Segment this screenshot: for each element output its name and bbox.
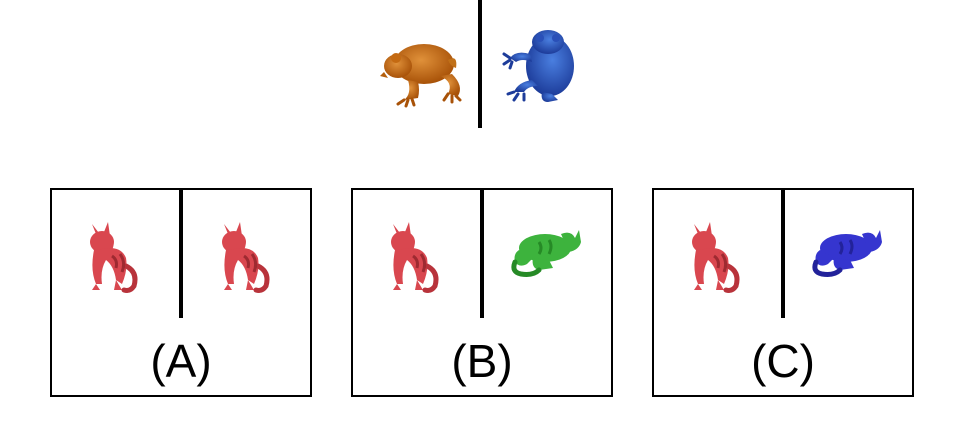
option-a[interactable]: (A) (50, 188, 312, 397)
option-divider (179, 190, 183, 318)
prompt-pair (370, 0, 590, 130)
cat-lying-icon (511, 230, 581, 277)
frog-icon (502, 30, 574, 102)
cat-icon (90, 222, 138, 293)
option-label: (B) (451, 335, 513, 387)
option-b[interactable]: (B) (351, 188, 613, 397)
cat-icon (692, 222, 740, 293)
cat-lying-icon (812, 230, 882, 277)
prompt-divider (478, 0, 482, 128)
cat-icon (391, 222, 439, 293)
cat-icon (222, 222, 270, 293)
option-label: (C) (751, 335, 815, 387)
option-divider (781, 190, 785, 318)
frog-icon (380, 44, 462, 108)
option-label: (A) (150, 335, 212, 387)
option-divider (480, 190, 484, 318)
option-c[interactable]: (C) (652, 188, 914, 397)
